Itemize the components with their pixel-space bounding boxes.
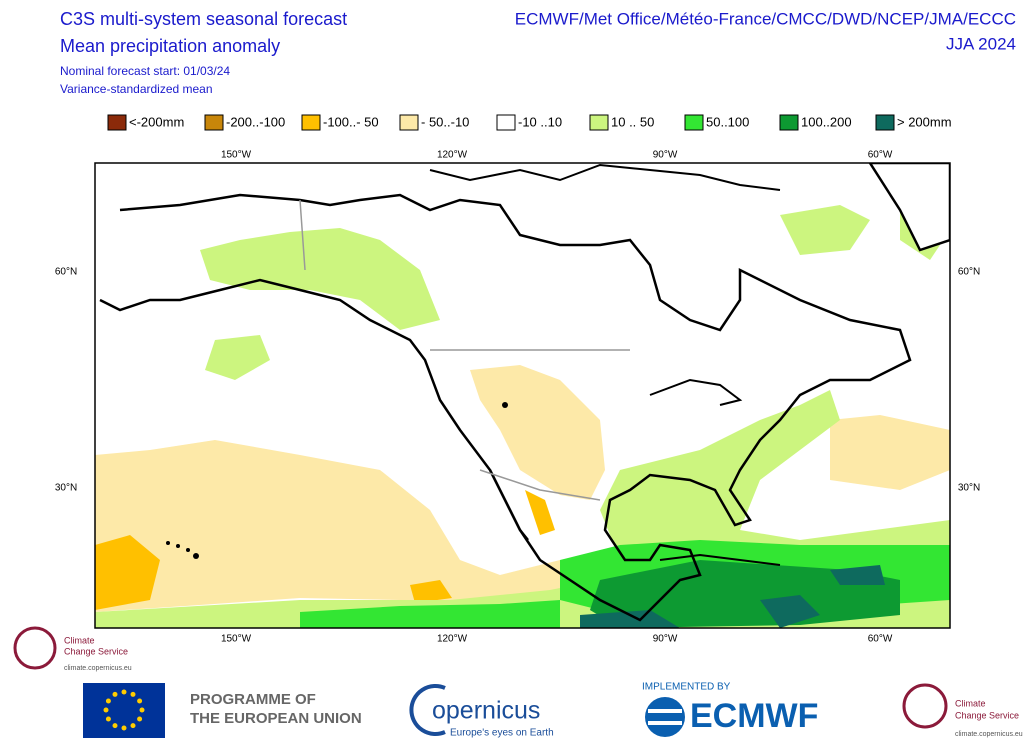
- ecmwf-logo: IMPLEMENTED BY ECMWF: [642, 682, 818, 737]
- title: Mean precipitation anomaly: [60, 36, 280, 56]
- eu-star: [139, 707, 145, 713]
- logo-text: Climate: [64, 635, 95, 645]
- logo-text: Climate: [955, 698, 986, 708]
- copernicus-logo: opernicus Europe's eyes on Earth: [409, 684, 554, 739]
- season: JJA 2024: [946, 34, 1016, 53]
- map-axes: 150°W 150°W 120°W 120°W 90°W 90°W 60°W 60°W 60°N…: [55, 150, 980, 645]
- centres: ECMWF/Met Office/Météo-France/CMCC/DWD/N…: [515, 9, 1016, 28]
- eu-text: PROGRAMME OF: [190, 691, 316, 708]
- eu-star: [130, 723, 136, 729]
- eu-star: [103, 707, 109, 713]
- copernicus-tagline: Europe's eyes on Earth: [450, 728, 554, 739]
- lon-label: 150°W: [221, 634, 252, 645]
- legend-label: <-200mm: [129, 114, 184, 129]
- logo-text: Change Service: [955, 710, 1019, 720]
- legend-swatch: [399, 114, 419, 131]
- logo-text: climate.copernicus.eu: [64, 665, 132, 672]
- eu-star: [112, 723, 118, 729]
- eu-star: [105, 698, 111, 704]
- lat-label: 60°N: [958, 267, 980, 278]
- legend-label: -10 ..10: [518, 114, 562, 129]
- lat-label: 60°N: [55, 267, 77, 278]
- ecmwf-text: ECMWF: [690, 697, 818, 735]
- c3s-logo: Climate Change Service climate.copernicu…: [13, 626, 132, 672]
- map: [94, 162, 951, 629]
- lon-label: 90°W: [653, 634, 678, 645]
- lon-label: 120°W: [437, 634, 468, 645]
- lon-label: 60°W: [868, 150, 893, 161]
- eu-logo: PROGRAMME OF THE EUROPEAN UNION: [83, 683, 362, 738]
- legend-swatch: [496, 114, 516, 131]
- eu-star: [137, 698, 143, 704]
- ecmwf-text: IMPLEMENTED BY: [642, 682, 731, 693]
- eu-star: [121, 689, 127, 695]
- legend-swatch: [107, 114, 127, 131]
- legend-label: > 200mm: [897, 114, 952, 129]
- logo-text: Change Service: [64, 646, 128, 656]
- legend-label: 100..200: [801, 114, 852, 129]
- lat-label: 30°N: [55, 483, 77, 494]
- lon-label: 60°W: [868, 634, 893, 645]
- legend-label: 10 .. 50: [611, 114, 654, 129]
- legend-label: -200..-100: [226, 114, 285, 129]
- legend-swatch: [589, 114, 609, 131]
- legend-swatch: [779, 114, 799, 131]
- legend-swatch: [204, 114, 224, 131]
- eu-star: [112, 691, 118, 697]
- lon-label: 90°W: [653, 150, 678, 161]
- subtitle: Variance-standardized mean: [60, 82, 213, 96]
- legend-swatch: [684, 114, 704, 131]
- eu-star: [130, 691, 136, 697]
- subtitle: Nominal forecast start: 01/03/24: [60, 64, 230, 78]
- title: C3S multi-system seasonal forecast: [60, 9, 347, 29]
- lon-label: 150°W: [221, 150, 252, 161]
- legend-label: -100..- 50: [323, 114, 379, 129]
- legend-label: 50..100: [706, 114, 749, 129]
- lat-label: 30°N: [958, 483, 980, 494]
- legend-label: - 50..-10: [421, 114, 469, 129]
- eu-star: [121, 725, 127, 731]
- copernicus-text: opernicus: [432, 697, 540, 725]
- eu-text: THE EUROPEAN UNION: [190, 710, 362, 727]
- lon-label: 120°W: [437, 150, 468, 161]
- logo-text: climate.copernicus.eu: [955, 731, 1023, 738]
- c3s-logo: Climate Change Service climate.copernicu…: [902, 683, 1023, 738]
- legend-swatch: [875, 114, 895, 131]
- eu-star: [137, 716, 143, 722]
- legend-swatch: [301, 114, 321, 131]
- legend: <-200mm -200..-100 -100..- 50 - 50..-10 -10 …: [107, 114, 952, 131]
- eu-star: [105, 716, 111, 722]
